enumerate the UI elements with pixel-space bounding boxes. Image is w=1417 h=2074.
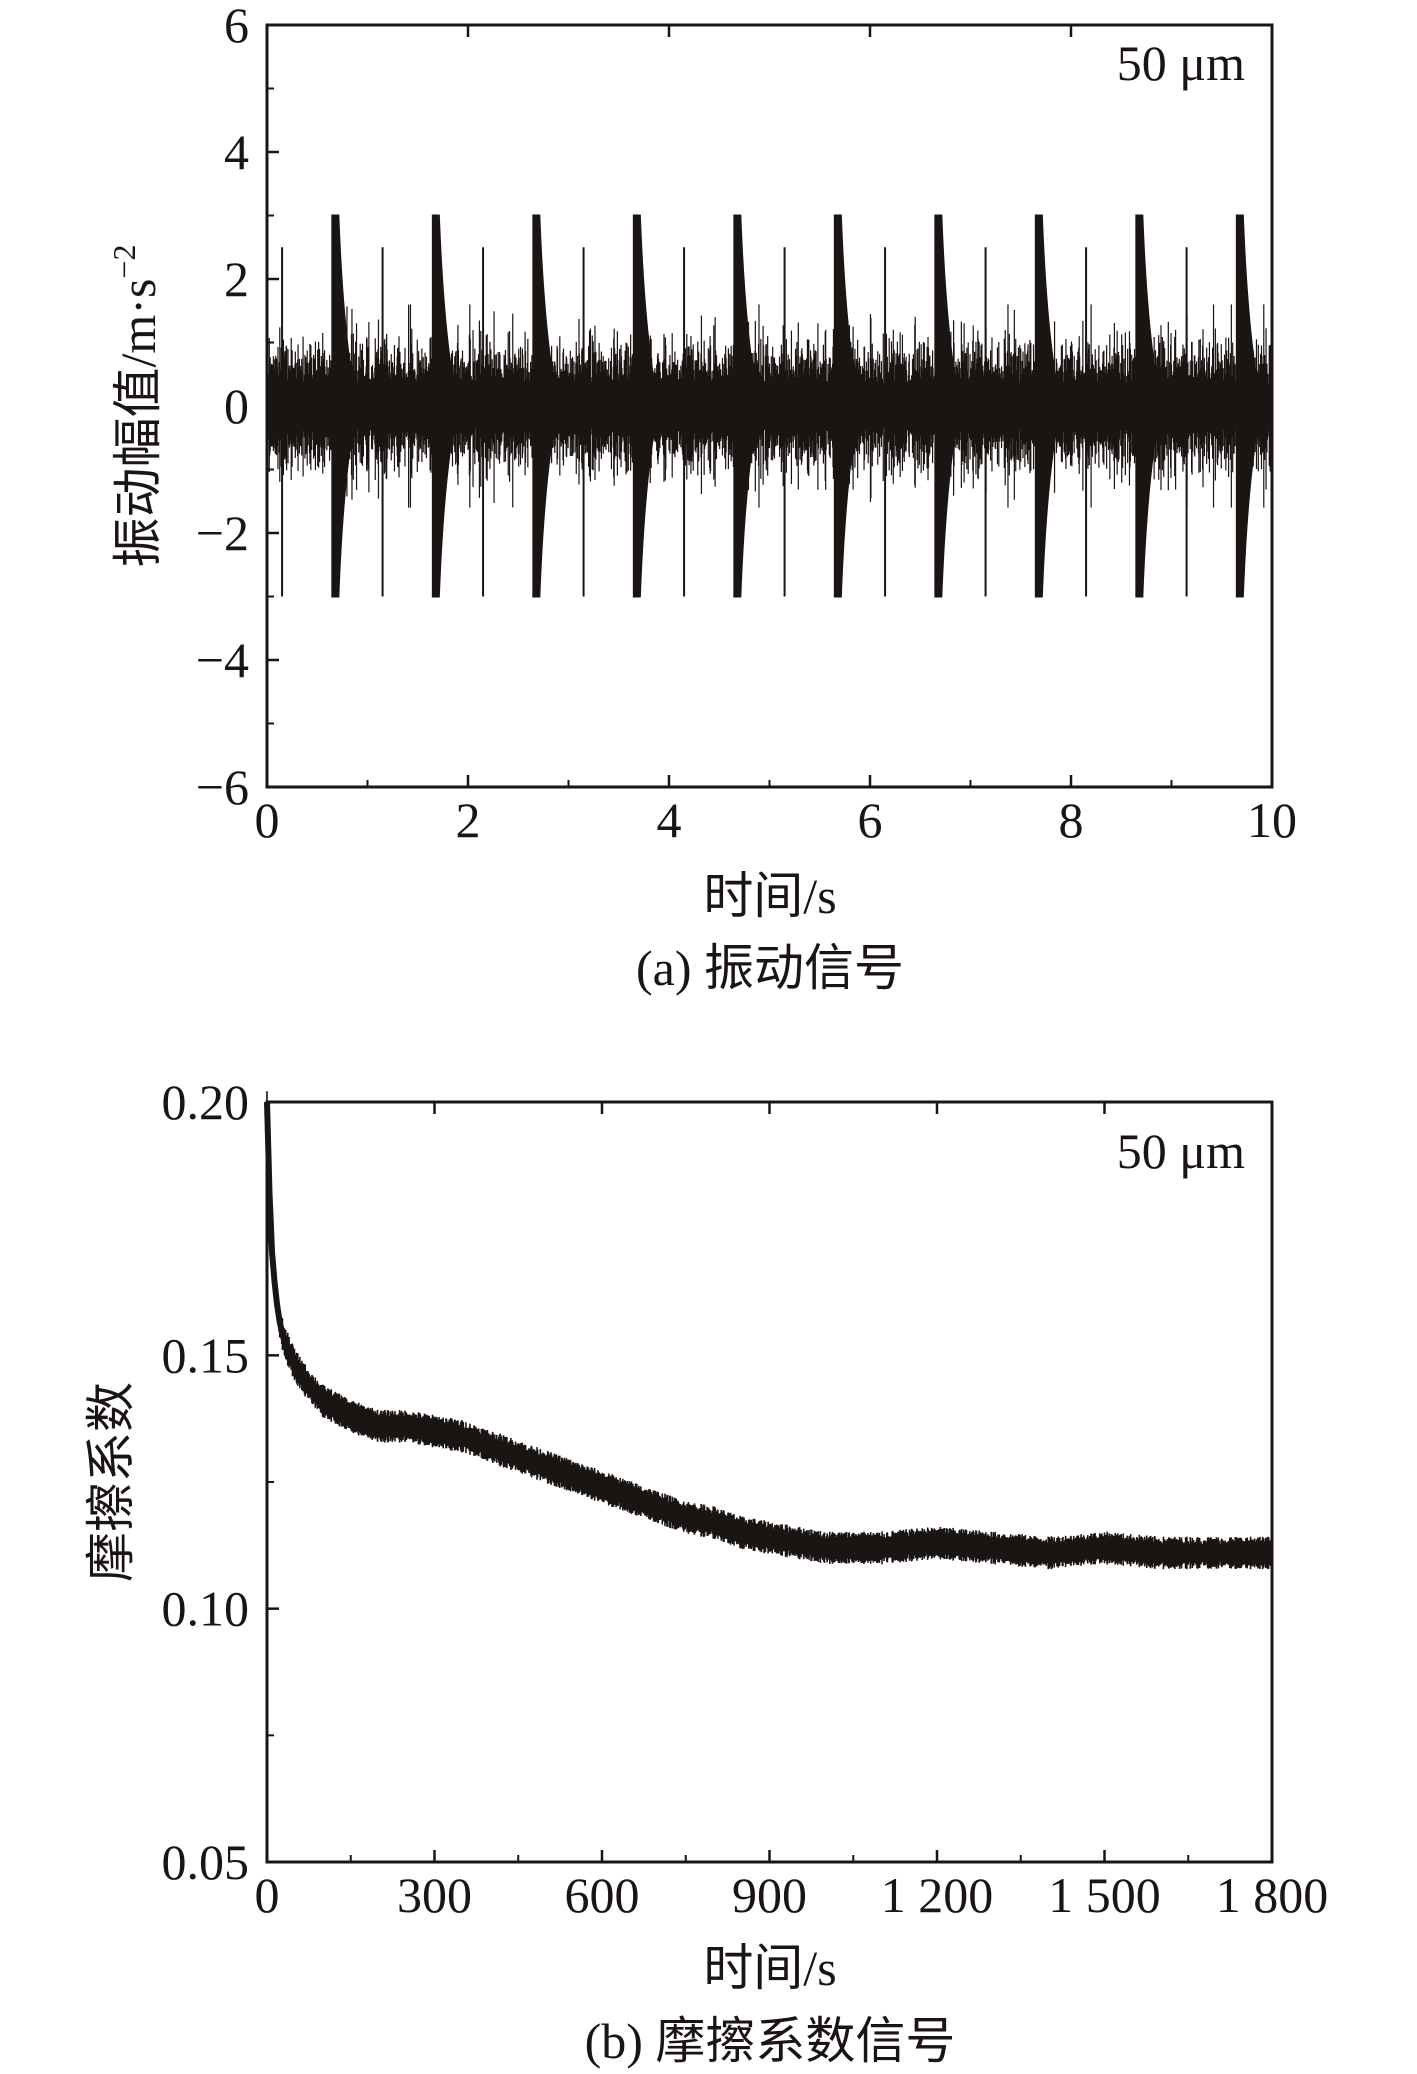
- vibration-major-impulse: [1235, 214, 1263, 598]
- x-tick-label: 10: [1247, 792, 1297, 848]
- panel-b-friction-chart: 0 300 600 900 1 200 1 500 1 800 0.05 0.10 0.15 0.2…: [83, 1074, 1328, 2069]
- panel-a-caption: (a) 振动信号: [636, 940, 904, 996]
- x-tick-label: 1 200: [881, 1867, 994, 1923]
- friction-coefficient-line: [264, 1101, 1272, 1556]
- vibration-major-impulse: [1034, 214, 1062, 598]
- vibration-major-impulse: [733, 214, 761, 598]
- panel-b-y-axis-label: 摩擦系数: [83, 1382, 139, 1582]
- panel-b-annotation: 50 μm: [1117, 1123, 1245, 1179]
- panel-a-annotation: 50 μm: [1117, 35, 1245, 91]
- panel-b-caption: (b) 摩擦系数信号: [585, 2013, 956, 2069]
- x-tick-label: 900: [732, 1867, 807, 1923]
- x-tick-label: 2: [456, 792, 481, 848]
- y-tick-label: 0.20: [162, 1074, 250, 1130]
- y-tick-label: 0.05: [162, 1834, 250, 1890]
- vibration-major-impulse: [331, 214, 359, 598]
- y-tick-label: 0.15: [162, 1327, 250, 1383]
- y-tick-label: −6: [196, 759, 249, 815]
- x-tick-label: 300: [397, 1867, 472, 1923]
- vibration-major-impulse: [833, 214, 861, 598]
- panel-a-y-axis-label: 振动幅值/m·s−2: [106, 245, 166, 568]
- vibration-major-impulse: [632, 214, 660, 598]
- y-tick-label: −4: [196, 632, 249, 688]
- panel-a-signal-series: [266, 214, 1273, 598]
- x-tick-label: 1 500: [1048, 1867, 1161, 1923]
- vibration-major-impulse: [431, 214, 459, 598]
- panel-a-x-axis-label: 时间/s: [703, 868, 836, 924]
- panel-a-y-axis-label-superscript: −2: [106, 245, 142, 279]
- y-tick-label: 2: [224, 251, 249, 307]
- x-tick-label: 600: [565, 1867, 640, 1923]
- x-tick-label: 0: [255, 1867, 280, 1923]
- panel-a-y-axis-label-main: 振动幅值/m·s: [110, 279, 166, 568]
- x-tick-label: 6: [858, 792, 883, 848]
- panel-b-x-axis-label: 时间/s: [703, 1940, 836, 1996]
- panel-a-axis-ticks: 0 2 4 6 8 10 −6 −4 −2 0 2 4 6: [196, 0, 1297, 848]
- vibration-major-impulse: [1135, 214, 1163, 598]
- y-tick-label: 4: [224, 124, 249, 180]
- y-tick-label: 0.10: [162, 1581, 250, 1637]
- x-tick-label: 0: [255, 792, 280, 848]
- x-tick-label: 8: [1059, 792, 1084, 848]
- panel-b-plot-frame: [265, 1100, 1274, 1864]
- y-tick-label: 0: [224, 378, 249, 434]
- vibration-major-impulse: [532, 214, 560, 598]
- vibration-major-impulse: [934, 214, 962, 598]
- panel-b-axis-ticks: 0 300 600 900 1 200 1 500 1 800 0.05 0.10 0.15 0.2…: [162, 1074, 1329, 1923]
- x-tick-label: 1 800: [1216, 1867, 1329, 1923]
- y-tick-label: −2: [196, 505, 249, 561]
- x-tick-label: 4: [657, 792, 682, 848]
- y-tick-label: 6: [224, 0, 249, 53]
